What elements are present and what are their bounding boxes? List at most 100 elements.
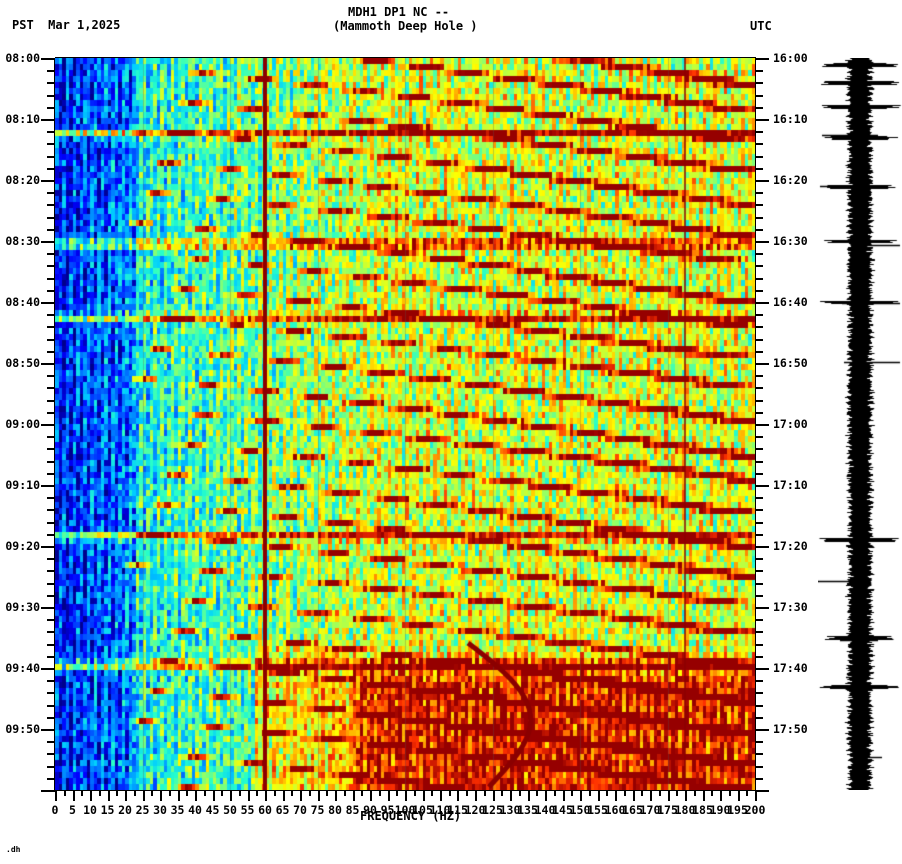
y-tick-minor-right (755, 204, 763, 206)
x-axis-label-9: 45 (205, 803, 220, 817)
x-axis-label-36: 180 (674, 803, 696, 817)
y-tick-major-right (755, 241, 769, 243)
plot-border-left (54, 58, 55, 790)
y-tick-minor-left (47, 192, 55, 194)
x-tick-major (738, 790, 740, 801)
x-axis-label-10: 50 (223, 803, 237, 817)
seismogram-trace-image (818, 58, 902, 790)
y-tick-minor-left (47, 461, 55, 463)
y-tick-minor-left (47, 339, 55, 341)
x-tick-major (370, 790, 372, 801)
x-axis-label-0: 0 (51, 803, 59, 817)
x-tick-major (108, 790, 110, 801)
y-tick-minor-right (755, 278, 763, 280)
y-tick-minor-left (47, 583, 55, 585)
x-tick-minor (396, 790, 398, 796)
y-axis-label-pst-1: 08:10 (5, 112, 40, 126)
y-tick-minor-right (755, 680, 763, 682)
x-tick-minor (571, 790, 573, 796)
x-axis-label-32: 160 (604, 803, 626, 817)
y-tick-minor-left (47, 436, 55, 438)
x-tick-major (668, 790, 670, 801)
x-tick-minor (711, 790, 713, 796)
x-axis-label-40: 200 (744, 803, 766, 817)
y-tick-minor-right (755, 82, 763, 84)
y-tick-minor-right (755, 192, 763, 194)
y-tick-minor-right (755, 522, 763, 524)
plot-border-right (755, 58, 756, 790)
y-axis-label-pst-9: 09:30 (5, 600, 40, 614)
x-tick-major (703, 790, 705, 801)
x-axis-label-20: 100 (394, 803, 416, 817)
x-axis-label-39: 195 (727, 803, 748, 817)
x-tick-minor (169, 790, 171, 796)
x-tick-minor (676, 790, 678, 796)
y-tick-minor-left (47, 778, 55, 780)
x-tick-minor (64, 790, 66, 796)
x-tick-minor (204, 790, 206, 796)
x-tick-minor (99, 790, 101, 796)
y-tick-minor-left (47, 595, 55, 597)
y-tick-minor-right (755, 400, 763, 402)
x-tick-minor (361, 790, 363, 796)
y-tick-minor-right (755, 644, 763, 646)
y-tick-major-left (41, 302, 55, 304)
y-tick-minor-left (47, 448, 55, 450)
y-tick-minor-left (47, 278, 55, 280)
y-tick-major-left (41, 241, 55, 243)
y-tick-minor-left (47, 753, 55, 755)
x-tick-minor (536, 790, 538, 796)
y-tick-minor-right (755, 143, 763, 145)
x-tick-major (405, 790, 407, 801)
y-tick-major-right (755, 729, 769, 731)
y-tick-minor-right (755, 70, 763, 72)
x-axis-label-11: 55 (240, 803, 255, 817)
x-axis-label-37: 185 (692, 803, 713, 817)
y-tick-minor-right (755, 583, 763, 585)
x-axis-label-14: 70 (293, 803, 307, 817)
x-axis-label-27: 135 (517, 803, 538, 817)
y-tick-minor-left (47, 156, 55, 158)
y-tick-minor-right (755, 107, 763, 109)
x-tick-minor (606, 790, 608, 796)
x-tick-major (90, 790, 92, 801)
y-axis-label-utc-1: 16:10 (773, 112, 808, 126)
y-tick-minor-left (47, 558, 55, 560)
y-tick-minor-left (47, 265, 55, 267)
x-axis-label-22: 110 (429, 803, 451, 817)
y-tick-minor-right (755, 448, 763, 450)
y-tick-minor-left (47, 400, 55, 402)
x-axis-label-30: 150 (569, 803, 591, 817)
y-tick-minor-left (47, 412, 55, 414)
y-tick-minor-left (47, 290, 55, 292)
y-tick-minor-right (755, 412, 763, 414)
y-tick-major-left (41, 58, 55, 60)
spectrogram-plot[interactable] (55, 58, 755, 790)
y-tick-major-right (755, 607, 769, 609)
y-tick-minor-right (755, 692, 763, 694)
x-axis-label-25: 125 (482, 803, 503, 817)
y-tick-minor-right (755, 753, 763, 755)
y-tick-minor-left (47, 692, 55, 694)
amplitude-seismogram-trace[interactable] (818, 58, 902, 790)
y-tick-minor-right (755, 656, 763, 658)
x-tick-minor (274, 790, 276, 796)
x-axis-label-34: 170 (639, 803, 661, 817)
x-tick-major (160, 790, 162, 801)
y-tick-minor-right (755, 631, 763, 633)
x-tick-minor (186, 790, 188, 796)
y-tick-minor-left (47, 143, 55, 145)
y-tick-minor-right (755, 339, 763, 341)
x-tick-major (650, 790, 652, 801)
y-tick-minor-left (47, 717, 55, 719)
y-tick-minor-left (47, 473, 55, 475)
y-tick-minor-right (755, 131, 763, 133)
x-axis-label-38: 190 (709, 803, 731, 817)
x-tick-major (230, 790, 232, 801)
x-tick-major (248, 790, 250, 801)
x-tick-minor (151, 790, 153, 796)
y-tick-minor-right (755, 595, 763, 597)
x-axis-label-28: 140 (534, 803, 556, 817)
page-title: MDH1 DP1 NC -- (348, 5, 450, 19)
x-axis-label-7: 35 (170, 803, 185, 817)
